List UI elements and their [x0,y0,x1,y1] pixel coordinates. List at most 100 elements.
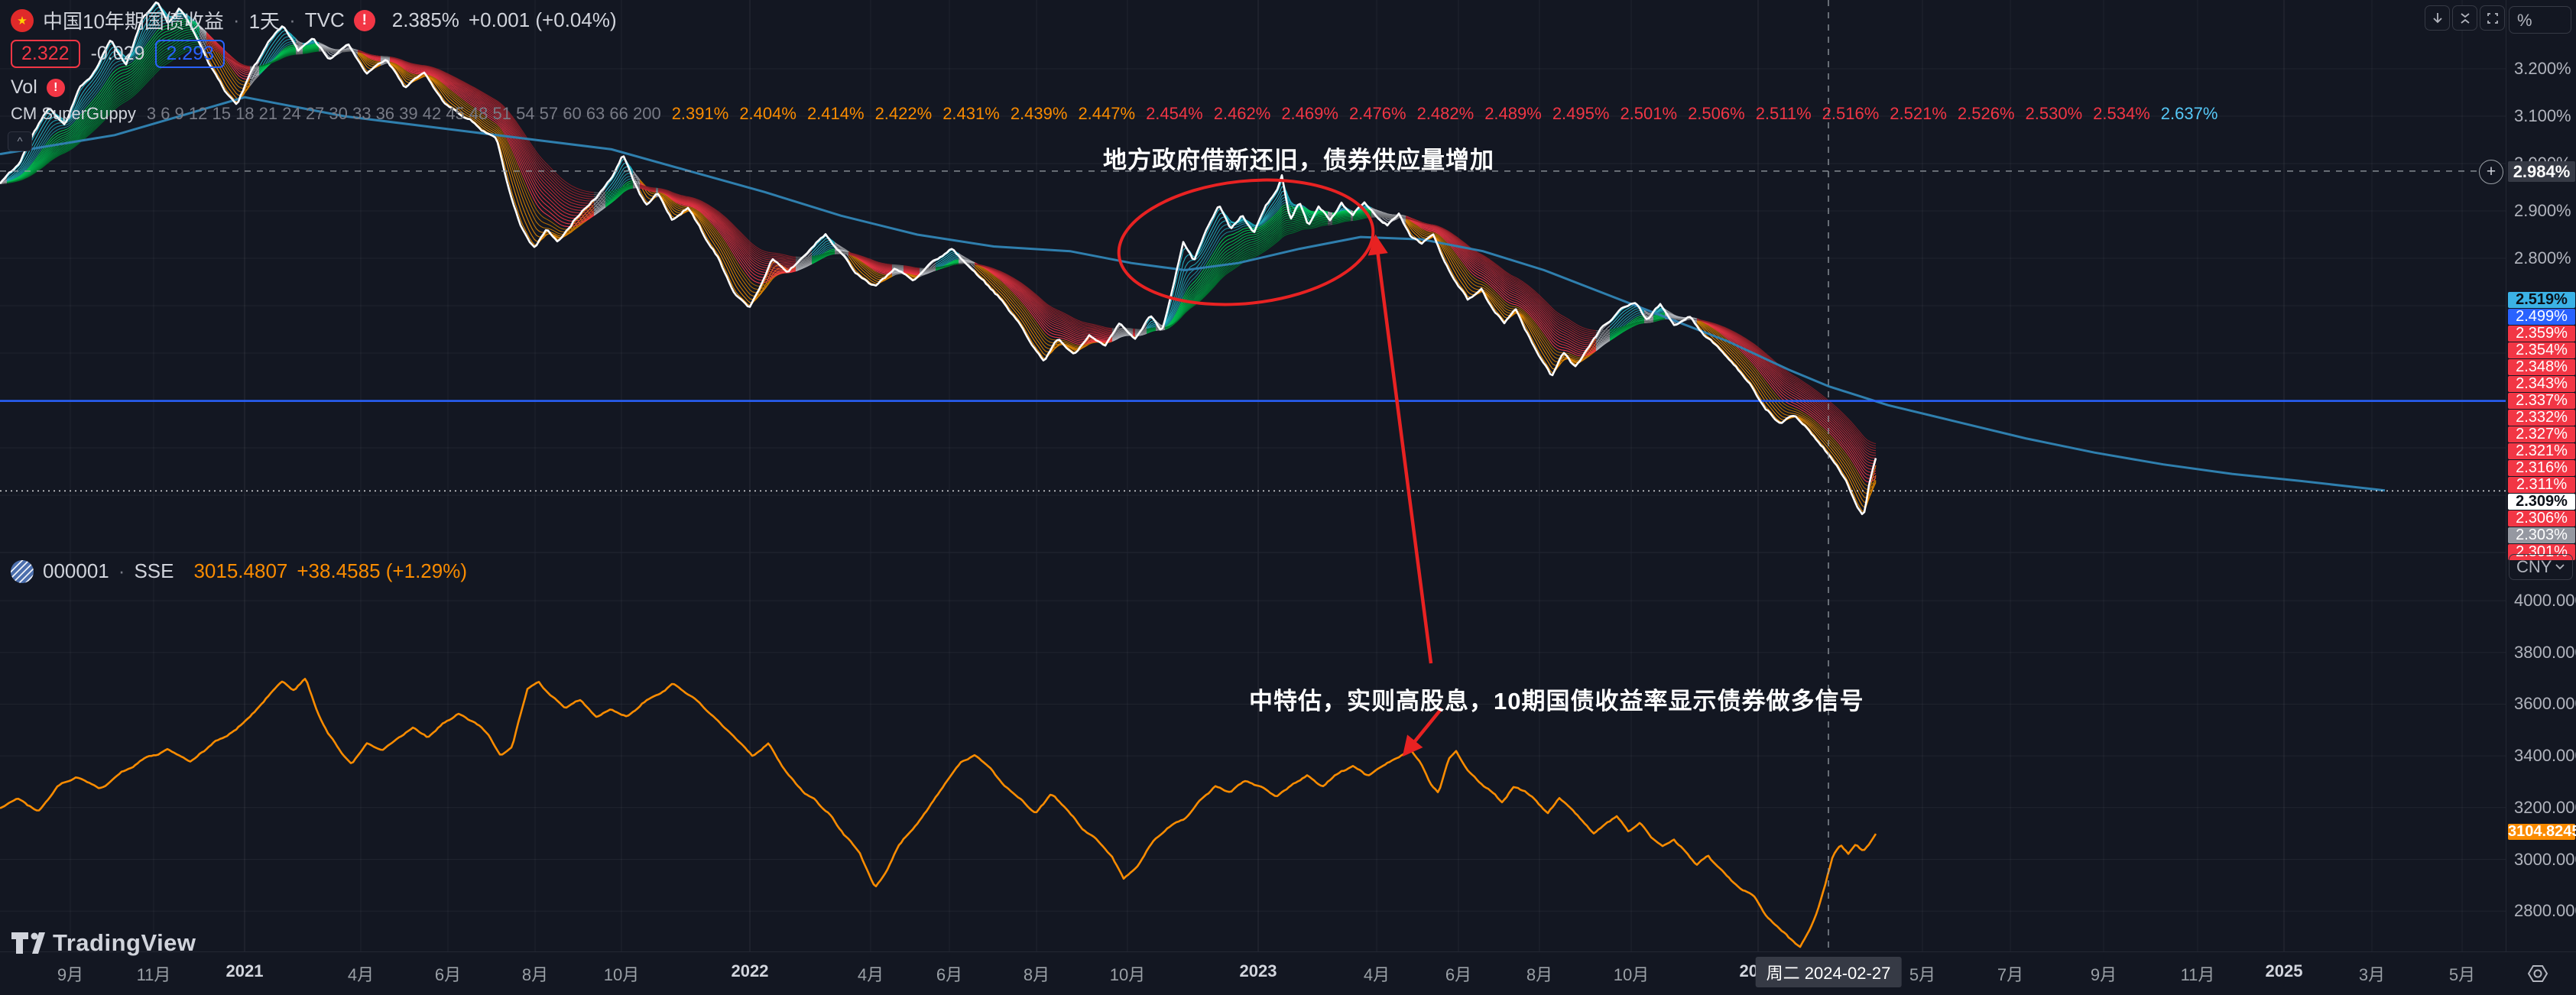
spread-value: -0.029 [90,43,145,64]
volume-label[interactable]: Vol [11,76,37,98]
volume-legend[interactable]: Vol ! [11,76,65,99]
price-label-red: 2.354% [2508,342,2575,358]
crosshair-plus-icon[interactable]: + [2479,159,2503,184]
crosshair-date-label: 周二 2024-02-27 [1755,957,1902,987]
time-tick-month: 8月 [1526,965,1553,984]
maximize-pane-button[interactable] [2480,5,2505,31]
price-label-white: 2.309% [2508,494,2575,510]
arrow-drawing [1402,707,1443,757]
scale-tick: 4000.0000 [2514,591,2576,610]
symbol-legend[interactable]: ★ 中国10年期国债收益 · 1天 · TVC ! 2.385% +0.001 … [11,6,617,34]
price-label-red: 2.332% [2508,410,2575,426]
annotation-text-signal[interactable]: 中特估，实则高股息，10期国债收益率显示债券做多信号 [1249,688,1864,715]
symbol-title[interactable]: 中国10年期国债收益 [43,10,224,33]
superguppy-periods: 3 6 9 12 15 18 21 24 27 30 33 36 39 42 4… [146,104,661,123]
price-label-red: 2.311% [2508,477,2575,493]
scale-tick: 2.900% [2514,201,2571,220]
sse-exchange[interactable]: SSE [134,559,174,582]
superguppy-value: 2.637% [2160,104,2218,123]
time-tick-month: 6月 [1445,965,1472,984]
settings-icon[interactable] [2522,958,2553,989]
superguppy-legend[interactable]: CM SuperGuppy 3 6 9 12 15 18 21 24 27 30… [11,104,2218,124]
superguppy-value: 2.447% [1078,104,1136,123]
superguppy-value: 2.462% [1213,104,1271,123]
currency-label: CNY [2516,557,2552,576]
price-label-cyan: 2.519% [2508,292,2575,308]
superguppy-value: 2.422% [874,104,933,123]
superguppy-value: 2.506% [1688,104,1745,123]
time-tick-month: 4月 [857,965,884,984]
time-tick-month: 11月 [2180,965,2215,984]
sse-pane [0,678,1877,948]
collapse-icon [2460,12,2470,24]
arrow-drawing [1367,234,1433,664]
scroll-down-button[interactable] [2425,5,2450,31]
cn10y-price-line [0,1,1877,515]
time-tick-month: 4月 [347,965,375,984]
price-scale[interactable]: % 3.200%3.100%3.000%2.900%2.800%4000.000… [2479,0,2576,951]
bid-ask-row: 2.322 -0.029 2.293 [11,40,225,68]
bid-box: 2.293 [155,40,225,68]
time-axis[interactable]: 9月 11月 2021 4月 6月 8月 10月 2022 4月 6月 8月 10月 2023 4月 6月 8… [0,951,2576,995]
collapse-pane-button[interactable] [2452,5,2477,31]
superguppy-value: 2.511% [1755,104,1812,123]
superguppy-value: 2.404% [739,104,796,123]
interval-label[interactable]: 1天 [248,10,281,33]
legend-separator: · [289,8,296,31]
chart-plot-area[interactable] [0,0,2506,951]
scale-tick: 3400.0000 [2514,746,2576,766]
chevron-down-icon [2555,564,2565,570]
scale-unit-label: % [2517,11,2532,30]
tradingview-logo-icon [11,932,45,954]
superguppy-value: 2.501% [1620,104,1678,123]
time-tick-month: 11月 [136,965,171,984]
tradingview-logo[interactable]: TradingView [11,929,196,957]
ellipse-drawing [1117,178,1375,306]
scale-tick: 2.800% [2514,248,2571,267]
maximize-icon [2487,12,2498,24]
sse-symbol[interactable]: 000001 [43,559,109,582]
price-change: +0.001 (+0.04%) [468,8,617,31]
superguppy-value: 2.521% [1890,104,1947,123]
last-price: 2.385% [391,8,459,31]
time-tick-month: 8月 [521,965,549,984]
sse-last-price-label: 3104.8245 [2508,823,2576,841]
superguppy-value: 2.516% [1822,104,1880,123]
scale-unit-button[interactable]: % [2509,6,2571,34]
currency-selector[interactable]: CNY [2509,554,2573,580]
time-tick-month: 9月 [2090,965,2117,984]
time-tick-month: 5月 [1909,965,1936,984]
ask-box: 2.322 [11,40,80,68]
volume-warning-icon[interactable]: ! [46,78,65,97]
arrow-down-icon [2432,12,2442,23]
superguppy-value: 2.439% [1010,104,1068,123]
superguppy-value: 2.454% [1146,104,1203,123]
superguppy-values: 2.391% 2.404% 2.414% 2.422% 2.431% 2.439% 2.44… [672,104,2218,124]
superguppy-value: 2.526% [1957,104,2015,123]
time-tick-month: 6月 [434,965,462,984]
price-label-red: 2.337% [2508,393,2575,409]
time-tick-year: 2023 [1239,961,1277,980]
superguppy-value: 2.431% [942,104,1000,123]
superguppy-value: 2.495% [1552,104,1610,123]
legend-collapse-button[interactable]: ^ [8,131,32,151]
exchange-label[interactable]: TVC [304,8,345,31]
legend-separator: · [232,8,240,31]
data-warning-icon[interactable]: ! [353,9,375,31]
price-label-gray: 2.303% [2508,527,2575,543]
superguppy-name[interactable]: CM SuperGuppy [11,104,136,123]
superguppy-value: 2.530% [2025,104,2083,123]
time-tick-year: 2021 [225,961,264,980]
annotation-text-supply[interactable]: 地方政府借新还旧，债券供应量增加 [1103,147,1494,173]
sse-change: +38.4585 (+1.29%) [297,559,467,582]
time-tick-month: 10月 [1613,965,1650,984]
superguppy-value: 2.482% [1416,104,1475,123]
sse-legend[interactable]: 000001 · SSE 3015.4807 +38.4585 (+1.29%) [11,559,467,583]
time-tick-year: 2022 [731,961,769,980]
time-tick-month: 8月 [1023,965,1050,984]
price-label-red: 2.327% [2508,426,2575,442]
price-label-red: 2.321% [2508,443,2575,459]
time-tick-month: 9月 [57,965,84,984]
scale-tick: 3600.0000 [2514,694,2576,714]
sse-value: 3015.4807 [193,559,288,582]
